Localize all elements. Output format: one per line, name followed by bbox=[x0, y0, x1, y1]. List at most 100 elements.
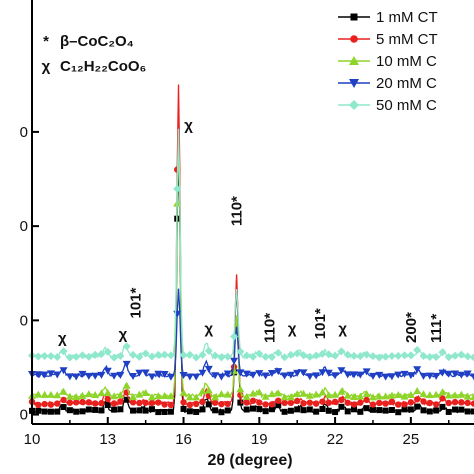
series-point bbox=[261, 392, 270, 400]
series-point bbox=[242, 392, 251, 400]
series-point bbox=[280, 393, 289, 401]
series-point bbox=[135, 369, 144, 377]
series-point bbox=[85, 406, 92, 413]
series-point bbox=[242, 370, 251, 378]
series-point bbox=[294, 397, 301, 405]
series-point bbox=[192, 393, 201, 401]
series-point bbox=[135, 352, 144, 361]
series-point bbox=[180, 399, 187, 406]
series-point bbox=[293, 390, 302, 398]
series-point bbox=[419, 372, 428, 380]
series-point bbox=[148, 399, 156, 407]
series-point bbox=[34, 390, 43, 398]
series-point bbox=[452, 406, 459, 413]
legend-label: 1 mM CT bbox=[376, 9, 438, 26]
series-point bbox=[211, 399, 219, 406]
series-point bbox=[312, 372, 321, 380]
series-point bbox=[344, 399, 351, 406]
series-point bbox=[98, 399, 105, 407]
series-point bbox=[65, 373, 74, 381]
series-point bbox=[78, 391, 87, 399]
series-point bbox=[160, 350, 169, 359]
series-point bbox=[262, 401, 269, 408]
series-point bbox=[425, 391, 434, 399]
series-point bbox=[204, 346, 213, 355]
series-point bbox=[98, 407, 105, 414]
series-point bbox=[368, 393, 377, 401]
legend-marker bbox=[349, 100, 359, 110]
series-point bbox=[249, 397, 257, 405]
y-tick-label: 0 bbox=[20, 312, 28, 329]
series-point bbox=[425, 372, 434, 380]
series-point bbox=[433, 407, 440, 414]
series-point bbox=[294, 406, 301, 413]
series-point bbox=[463, 392, 472, 400]
series-point bbox=[249, 389, 257, 397]
series-point bbox=[388, 406, 395, 413]
series-point bbox=[110, 372, 119, 380]
series-point bbox=[337, 367, 346, 375]
series-point bbox=[66, 407, 73, 414]
series-point bbox=[439, 395, 446, 402]
series-point bbox=[73, 408, 80, 415]
series-point bbox=[243, 406, 250, 413]
series-point bbox=[230, 332, 239, 341]
peak-label-1: χ bbox=[119, 326, 128, 343]
series-point bbox=[426, 408, 433, 415]
series-point bbox=[356, 392, 365, 400]
series-point bbox=[338, 396, 345, 404]
series-point bbox=[350, 392, 359, 400]
series-point bbox=[155, 399, 162, 406]
series-point bbox=[406, 351, 415, 360]
series-point bbox=[91, 391, 100, 399]
series-point bbox=[381, 352, 390, 361]
x-tick-label: 13 bbox=[99, 431, 116, 448]
series-point bbox=[185, 393, 194, 401]
series-point bbox=[192, 400, 200, 408]
series-point bbox=[445, 408, 452, 415]
series-point bbox=[116, 391, 125, 399]
series-point bbox=[103, 388, 112, 396]
series-point bbox=[375, 353, 384, 362]
series-point bbox=[256, 399, 263, 406]
series-point bbox=[414, 403, 421, 410]
peak-label-10: 200* bbox=[403, 312, 420, 343]
peak-label-0: χ bbox=[58, 330, 67, 347]
peak-label-11: 111* bbox=[428, 314, 445, 343]
series-point bbox=[305, 352, 314, 361]
series-point bbox=[419, 390, 428, 398]
series-point bbox=[457, 350, 466, 359]
series-point bbox=[116, 371, 125, 379]
series-point bbox=[65, 353, 74, 362]
series-point bbox=[123, 396, 130, 403]
series-point bbox=[97, 350, 106, 359]
series-point bbox=[204, 386, 213, 394]
series-point bbox=[268, 406, 275, 413]
peak-label-8: 101* bbox=[312, 308, 329, 339]
series-point bbox=[381, 392, 390, 400]
series-point bbox=[217, 353, 226, 362]
series-point bbox=[369, 406, 376, 413]
x-tick-label: 25 bbox=[403, 431, 420, 448]
series-point bbox=[161, 408, 168, 415]
series-point bbox=[122, 381, 131, 389]
series-point bbox=[300, 407, 307, 414]
series-point bbox=[382, 400, 389, 407]
series-point bbox=[147, 352, 156, 361]
series-point bbox=[439, 403, 446, 410]
series-point bbox=[432, 353, 441, 362]
series-point bbox=[381, 373, 390, 381]
series-point bbox=[35, 401, 42, 409]
series-point bbox=[312, 400, 320, 407]
series-point bbox=[160, 371, 169, 379]
series-point bbox=[198, 350, 207, 359]
series-point bbox=[363, 396, 370, 404]
series-point bbox=[255, 349, 264, 358]
series-point bbox=[344, 408, 351, 415]
series-point bbox=[122, 342, 131, 351]
series-point bbox=[306, 406, 313, 413]
series-point bbox=[274, 348, 283, 357]
series-point bbox=[445, 399, 452, 407]
series-point bbox=[84, 390, 93, 398]
